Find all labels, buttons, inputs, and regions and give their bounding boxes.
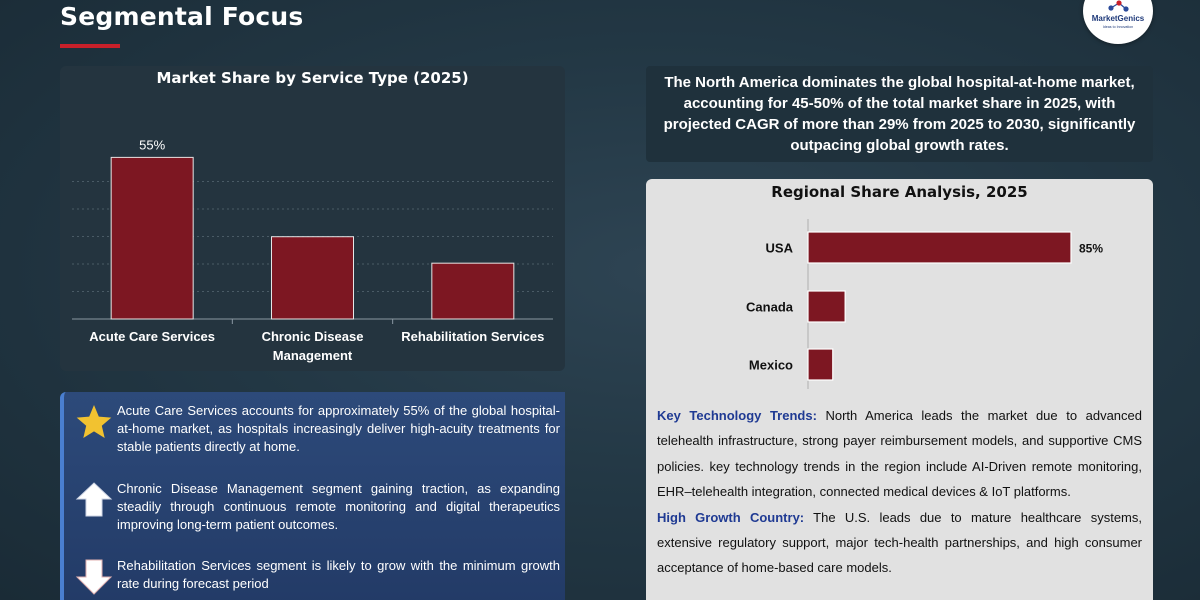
- bullet-text: Chronic Disease Management segment gaini…: [117, 481, 560, 532]
- insight-text: The U.S. leads due to mature healthcare …: [657, 509, 1142, 576]
- insight-text: North America leads the market due to ad…: [657, 408, 1142, 500]
- category-label: USA: [766, 241, 794, 256]
- logo-text: MarketGenics: [1092, 14, 1145, 23]
- bullet-text: Acute Care Services accounts for approxi…: [117, 403, 560, 454]
- insight-bullets-panel: Acute Care Services accounts for approxi…: [60, 392, 565, 600]
- regional-bar-chart: USA 85% Canada Mexico: [746, 219, 1103, 389]
- logo-tagline: Ideas to Innovation: [1103, 25, 1133, 29]
- insight-label: High Growth Country:: [657, 509, 805, 525]
- high-growth-country: High Growth Country: The U.S. leads due …: [657, 505, 1142, 581]
- category-label: Rehabilitation Services: [401, 329, 544, 344]
- regional-panel: Regional Share Analysis, 2025 USA 85% Cana…: [646, 179, 1153, 600]
- regional-insights: Key Technology Trends: North America lea…: [657, 403, 1142, 581]
- bar-usa: [807, 231, 1072, 264]
- page-title: Segmental Focus: [60, 2, 304, 31]
- network-icon: [1108, 0, 1129, 12]
- bar-rehabilitation-services: [431, 262, 515, 320]
- bullet-text: Rehabilitation Services segment is likel…: [117, 558, 560, 591]
- category-label: Chronic Disease: [262, 329, 364, 344]
- category-label: Mexico: [749, 358, 793, 373]
- service-chart-title: Market Share by Service Type (2025): [156, 69, 469, 87]
- title-underline: [60, 44, 120, 48]
- star-icon: [76, 405, 112, 438]
- arrow-up-icon: [75, 482, 113, 517]
- category-label: Acute Care Services: [89, 329, 215, 344]
- category-label: Canada: [746, 300, 794, 315]
- regional-chart-title: Regional Share Analysis, 2025: [771, 183, 1028, 201]
- service-bar-chart: 55% Acute Care Services Chronic Disease Man…: [72, 137, 553, 363]
- bar-canada: [807, 290, 846, 323]
- bar-acute-care-services: [110, 156, 194, 320]
- key-technology-trends: Key Technology Trends: North America lea…: [657, 403, 1142, 505]
- insight-label: Key Technology Trends:: [657, 408, 817, 423]
- north-america-summary: The North America dominates the global h…: [646, 66, 1153, 162]
- data-label: 85%: [1079, 242, 1103, 256]
- bar-chronic-disease-management: [271, 236, 354, 320]
- service-chart-panel: Market Share by Service Type (2025) 55% A…: [60, 66, 565, 371]
- company-logo: MarketGenics Ideas to Innovation: [1083, 0, 1153, 44]
- data-label: 55%: [139, 137, 165, 152]
- arrow-down-icon: [75, 559, 113, 595]
- bar-mexico: [807, 348, 834, 381]
- category-label: Management: [273, 348, 353, 363]
